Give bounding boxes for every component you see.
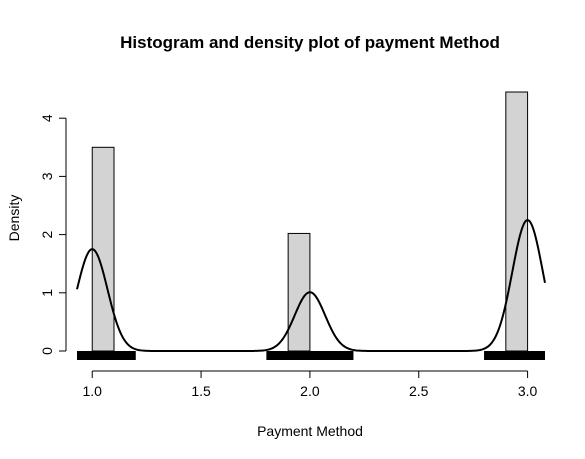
rug-segment-1 — [77, 351, 136, 360]
y-tick-label-2: 1 — [39, 289, 55, 297]
histogram-bar-1 — [91, 146, 115, 352]
rug-segment-3 — [484, 351, 545, 360]
x-tick-label-3: 2.0 — [300, 383, 320, 399]
x-tick-label-5: 3.0 — [518, 383, 538, 399]
density-curve — [76, 219, 546, 352]
y-tick-label-3: 2 — [39, 230, 55, 238]
y-tick-label-1: 0 — [39, 347, 55, 355]
x-tick-label-2: 1.5 — [191, 383, 211, 399]
histogram-bar-2 — [287, 232, 311, 352]
rug-segment-2 — [266, 351, 354, 360]
y-axis-label: Density — [6, 195, 22, 242]
y-tick-label-4: 3 — [39, 172, 55, 180]
x-axis-label: Payment Method — [257, 423, 363, 439]
plot-area: 1.0 1.5 2.0 2.5 3.0 0 1 2 3 4 — [39, 91, 546, 399]
chart-title: Histogram and density plot of payment Me… — [120, 33, 500, 52]
y-tick-label-5: 4 — [39, 114, 55, 122]
x-tick-label-1: 1.0 — [83, 383, 103, 399]
x-tick-label-4: 2.5 — [409, 383, 429, 399]
